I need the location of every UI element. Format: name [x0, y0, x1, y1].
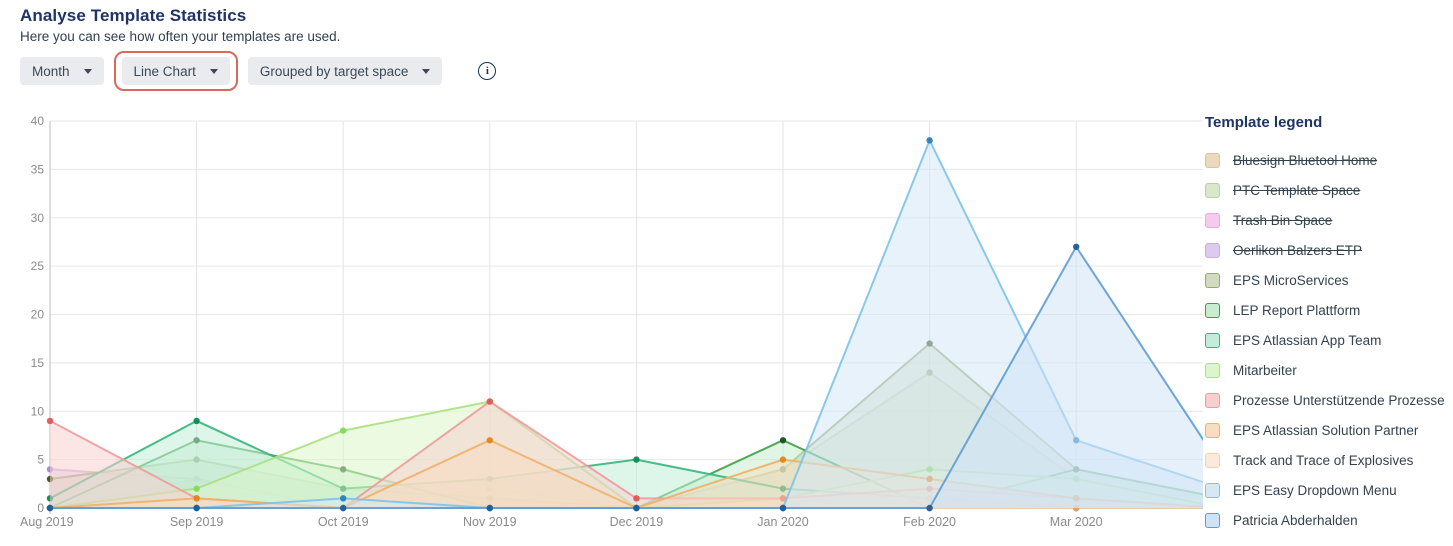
legend-swatch[interactable]: [1205, 362, 1220, 378]
data-point[interactable]: [633, 504, 640, 512]
legend-item[interactable]: Trash Bin Space: [1205, 205, 1450, 235]
y-axis-tick: 5: [37, 453, 44, 467]
template-legend: Template legend Bluesign Bluetool Home PT…: [1205, 114, 1450, 535]
chevron-down-icon: [422, 68, 431, 74]
data-point[interactable]: [46, 504, 54, 512]
data-point[interactable]: [340, 427, 347, 434]
legend-item[interactable]: Patricia Abderhalden: [1205, 505, 1450, 535]
legend-label: Prozesse Unterstützende Prozesse: [1233, 392, 1445, 408]
data-point[interactable]: [633, 456, 640, 463]
data-point[interactable]: [193, 495, 200, 502]
legend-swatch[interactable]: [1205, 272, 1220, 288]
data-point[interactable]: [633, 495, 640, 502]
legend-swatch[interactable]: [1205, 182, 1220, 198]
info-icon[interactable]: i: [478, 62, 497, 80]
legend-label: Trash Bin Space: [1233, 212, 1333, 228]
x-axis-label: Aug 2019: [20, 515, 74, 529]
y-axis-tick: 40: [31, 114, 45, 128]
data-point[interactable]: [486, 398, 493, 405]
usage-line-chart: 0 5 10 15 20 25 30 35 40 Aug 2019 Sep 2019 Oct 2019…: [20, 114, 1203, 529]
legend-label: Track and Trace of Explosives: [1233, 452, 1414, 468]
data-point[interactable]: [193, 417, 200, 425]
legend-item[interactable]: EPS Atlassian Solution Partner: [1205, 415, 1450, 445]
y-axis-tick: 20: [31, 308, 45, 322]
y-axis-tick: 25: [31, 259, 45, 273]
legend-item[interactable]: EPS Easy Dropdown Menu: [1205, 475, 1450, 505]
grouping-dropdown-label: Grouped by target space: [259, 63, 409, 79]
legend-label: Oerlikon Balzers ETP: [1233, 242, 1363, 258]
chart-type-dropdown-label: Line Chart: [133, 63, 196, 79]
y-axis-tick: 30: [31, 211, 45, 225]
legend-label: Patricia Abderhalden: [1233, 512, 1358, 528]
chart-controls: Month Line Chart Grouped by target space…: [20, 50, 497, 92]
y-axis-tick: 35: [31, 162, 45, 176]
period-dropdown-label: Month: [32, 63, 70, 79]
legend-item[interactable]: Bluesign Bluetool Home: [1205, 145, 1450, 175]
legend-swatch[interactable]: [1205, 482, 1220, 498]
legend-swatch[interactable]: [1205, 242, 1220, 258]
x-axis-label: Mar 2020: [1050, 515, 1103, 529]
data-point[interactable]: [193, 485, 200, 492]
data-point[interactable]: [926, 504, 933, 512]
legend-swatch[interactable]: [1205, 392, 1220, 408]
chart-type-highlight-ring: Line Chart: [113, 51, 238, 91]
legend-item[interactable]: EPS Atlassian App Team: [1205, 325, 1450, 355]
legend-item[interactable]: Prozesse Unterstützende Prozesse: [1205, 385, 1450, 415]
chevron-down-icon: [209, 68, 218, 74]
data-point[interactable]: [926, 137, 933, 144]
data-point[interactable]: [46, 417, 54, 425]
data-point[interactable]: [779, 456, 787, 463]
data-point[interactable]: [340, 495, 347, 502]
legend-label: LEP Report Plattform: [1233, 302, 1361, 318]
grouping-dropdown[interactable]: Grouped by target space: [247, 57, 443, 85]
x-axis-label: Nov 2019: [463, 515, 517, 529]
legend-swatch[interactable]: [1205, 332, 1220, 348]
legend-item[interactable]: Mitarbeiter: [1205, 355, 1450, 385]
data-point[interactable]: [779, 504, 787, 512]
legend-label: PTC Template Space: [1233, 182, 1361, 198]
legend-item[interactable]: LEP Report Plattform: [1205, 295, 1450, 325]
legend-item[interactable]: EPS MicroServices: [1205, 265, 1450, 295]
legend-label: EPS MicroServices: [1233, 272, 1349, 288]
legend-items: Bluesign Bluetool Home PTC Template Space…: [1205, 145, 1450, 535]
data-point[interactable]: [486, 504, 493, 512]
legend-swatch[interactable]: [1205, 302, 1220, 318]
page-subtitle: Here you can see how often your template…: [20, 29, 341, 44]
legend-swatch[interactable]: [1205, 152, 1220, 168]
x-axis-label: Sep 2019: [170, 515, 224, 529]
legend-item[interactable]: PTC Template Space: [1205, 175, 1450, 205]
legend-swatch[interactable]: [1205, 452, 1220, 468]
legend-swatch[interactable]: [1205, 422, 1220, 438]
legend-swatch[interactable]: [1205, 512, 1220, 528]
legend-title: Template legend: [1205, 114, 1323, 131]
y-axis-tick: 15: [31, 356, 45, 370]
data-point[interactable]: [340, 504, 347, 512]
legend-label: EPS Atlassian App Team: [1233, 332, 1382, 348]
legend-item[interactable]: Oerlikon Balzers ETP: [1205, 235, 1450, 265]
page-title: Analyse Template Statistics: [20, 6, 247, 25]
legend-label: EPS Easy Dropdown Menu: [1233, 482, 1397, 498]
legend-swatch[interactable]: [1205, 212, 1220, 228]
legend-item[interactable]: Track and Trace of Explosives: [1205, 445, 1450, 475]
x-axis-label: Oct 2019: [318, 515, 369, 529]
period-dropdown[interactable]: Month: [20, 57, 104, 85]
x-axis-label: Jan 2020: [757, 515, 808, 529]
data-point[interactable]: [779, 437, 787, 444]
legend-label: Bluesign Bluetool Home: [1233, 152, 1378, 168]
chart-type-dropdown[interactable]: Line Chart: [121, 57, 230, 85]
legend-label: Mitarbeiter: [1233, 362, 1297, 378]
data-point[interactable]: [193, 504, 200, 512]
y-axis-tick: 0: [37, 501, 44, 515]
x-axis-label: Feb 2020: [903, 515, 956, 529]
data-point[interactable]: [1073, 243, 1080, 250]
legend-label: EPS Atlassian Solution Partner: [1233, 422, 1419, 438]
data-point[interactable]: [486, 437, 493, 444]
y-axis-tick: 10: [31, 404, 45, 418]
chevron-down-icon: [83, 68, 92, 74]
x-axis-label: Dec 2019: [610, 515, 664, 529]
